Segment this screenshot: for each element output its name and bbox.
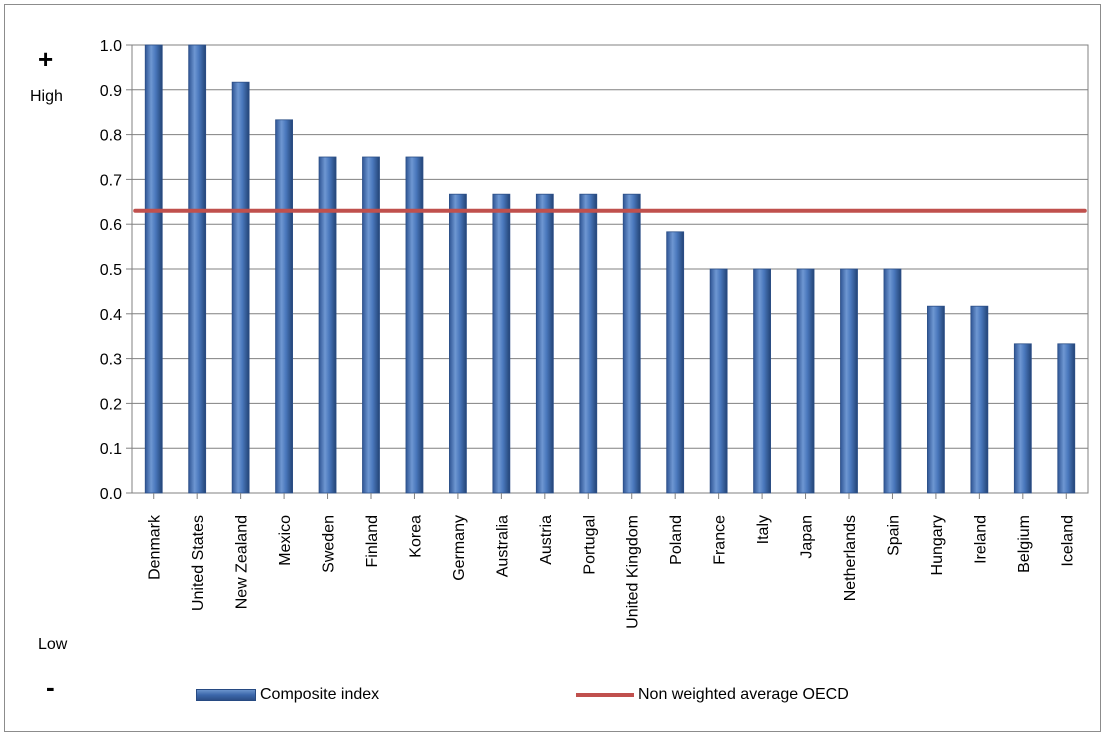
- x-tick-label: Hungary: [929, 515, 946, 575]
- bar: [144, 44, 163, 494]
- bar: [927, 305, 945, 494]
- bar: [796, 268, 815, 494]
- y-tick-label: 0.7: [100, 172, 122, 189]
- x-tick-label: Portugal: [581, 515, 598, 575]
- legend-item-composite: Composite index: [196, 686, 379, 704]
- x-tick-label: Japan: [799, 515, 816, 559]
- bar: [318, 156, 337, 494]
- y-tick-label: 0.6: [100, 217, 122, 234]
- x-tick-label: France: [712, 515, 729, 565]
- bar: [275, 119, 293, 494]
- low-sign: -: [46, 672, 55, 702]
- x-tick-label: Spain: [885, 515, 902, 556]
- x-tick-label: Netherlands: [842, 515, 859, 601]
- x-tick-label: Iceland: [1059, 515, 1076, 567]
- y-tick-label: 0.4: [100, 307, 122, 324]
- low-label: Low: [38, 636, 68, 653]
- x-tick-label: Italy: [755, 515, 772, 544]
- y-tick-label: 0.0: [100, 486, 122, 503]
- bar: [405, 156, 424, 494]
- bar: [1013, 343, 1032, 494]
- x-tick-label: Austria: [538, 515, 555, 565]
- x-tick-label: Mexico: [277, 515, 294, 566]
- bar: [666, 231, 685, 494]
- x-tick-label: Finland: [364, 515, 381, 567]
- bar: [970, 305, 989, 494]
- bar: [883, 268, 902, 494]
- x-tick-label: United States: [190, 515, 207, 611]
- bar: [579, 193, 598, 494]
- x-tick-label: United Kingdom: [625, 515, 642, 629]
- legend-bar-swatch: [196, 689, 256, 701]
- legend: Composite index Non weighted average OEC…: [0, 686, 1105, 716]
- y-tick-label: 0.2: [100, 396, 122, 413]
- x-tick-label: Germany: [451, 515, 468, 581]
- y-tick-label: 0.5: [100, 262, 122, 279]
- x-tick-label: Ireland: [972, 515, 989, 564]
- x-tick-label: Australia: [494, 515, 511, 577]
- bar: [1057, 343, 1076, 494]
- y-tick-label: 1.0: [100, 38, 122, 55]
- x-tick-label: Denmark: [147, 514, 164, 580]
- bar: [709, 268, 728, 494]
- legend-item-average: Non weighted average OECD: [576, 686, 849, 704]
- bar: [492, 193, 511, 494]
- bar: [231, 81, 250, 494]
- high-label: High: [30, 88, 63, 105]
- bar: [753, 268, 771, 494]
- bar-chart: 0.0 0.1 0.2 0.3 0.4 0.5 0.6 0.7 0.8 0.9 1.0 Denmar…: [100, 38, 1089, 629]
- y-tick-label: 0.1: [100, 441, 122, 458]
- legend-label-composite: Composite index: [260, 686, 380, 703]
- x-tick-label: Belgium: [1016, 515, 1033, 573]
- bar: [535, 193, 554, 494]
- x-tick-label: Korea: [407, 515, 424, 558]
- y-tick-label: 0.8: [100, 128, 122, 145]
- high-sign: +: [38, 44, 54, 74]
- x-tick-label: Poland: [668, 515, 685, 565]
- y-tick-label: 0.3: [100, 352, 122, 369]
- bar: [622, 193, 641, 494]
- y-tick-label: 0.9: [100, 83, 122, 100]
- y-axis: 0.0 0.1 0.2 0.3 0.4 0.5 0.6 0.7 0.8 0.9 1.0: [100, 38, 132, 503]
- bar: [362, 156, 380, 494]
- bar: [840, 268, 858, 494]
- legend-line-swatch: [576, 693, 634, 697]
- bar: [188, 44, 207, 494]
- legend-label-average: Non weighted average OECD: [638, 686, 849, 703]
- x-tick-label: Sweden: [321, 515, 338, 573]
- x-axis-labels: Denmark United States New Zealand Mexico Swe…: [147, 493, 1076, 629]
- x-tick-label: New Zealand: [234, 515, 251, 609]
- bar: [449, 193, 467, 494]
